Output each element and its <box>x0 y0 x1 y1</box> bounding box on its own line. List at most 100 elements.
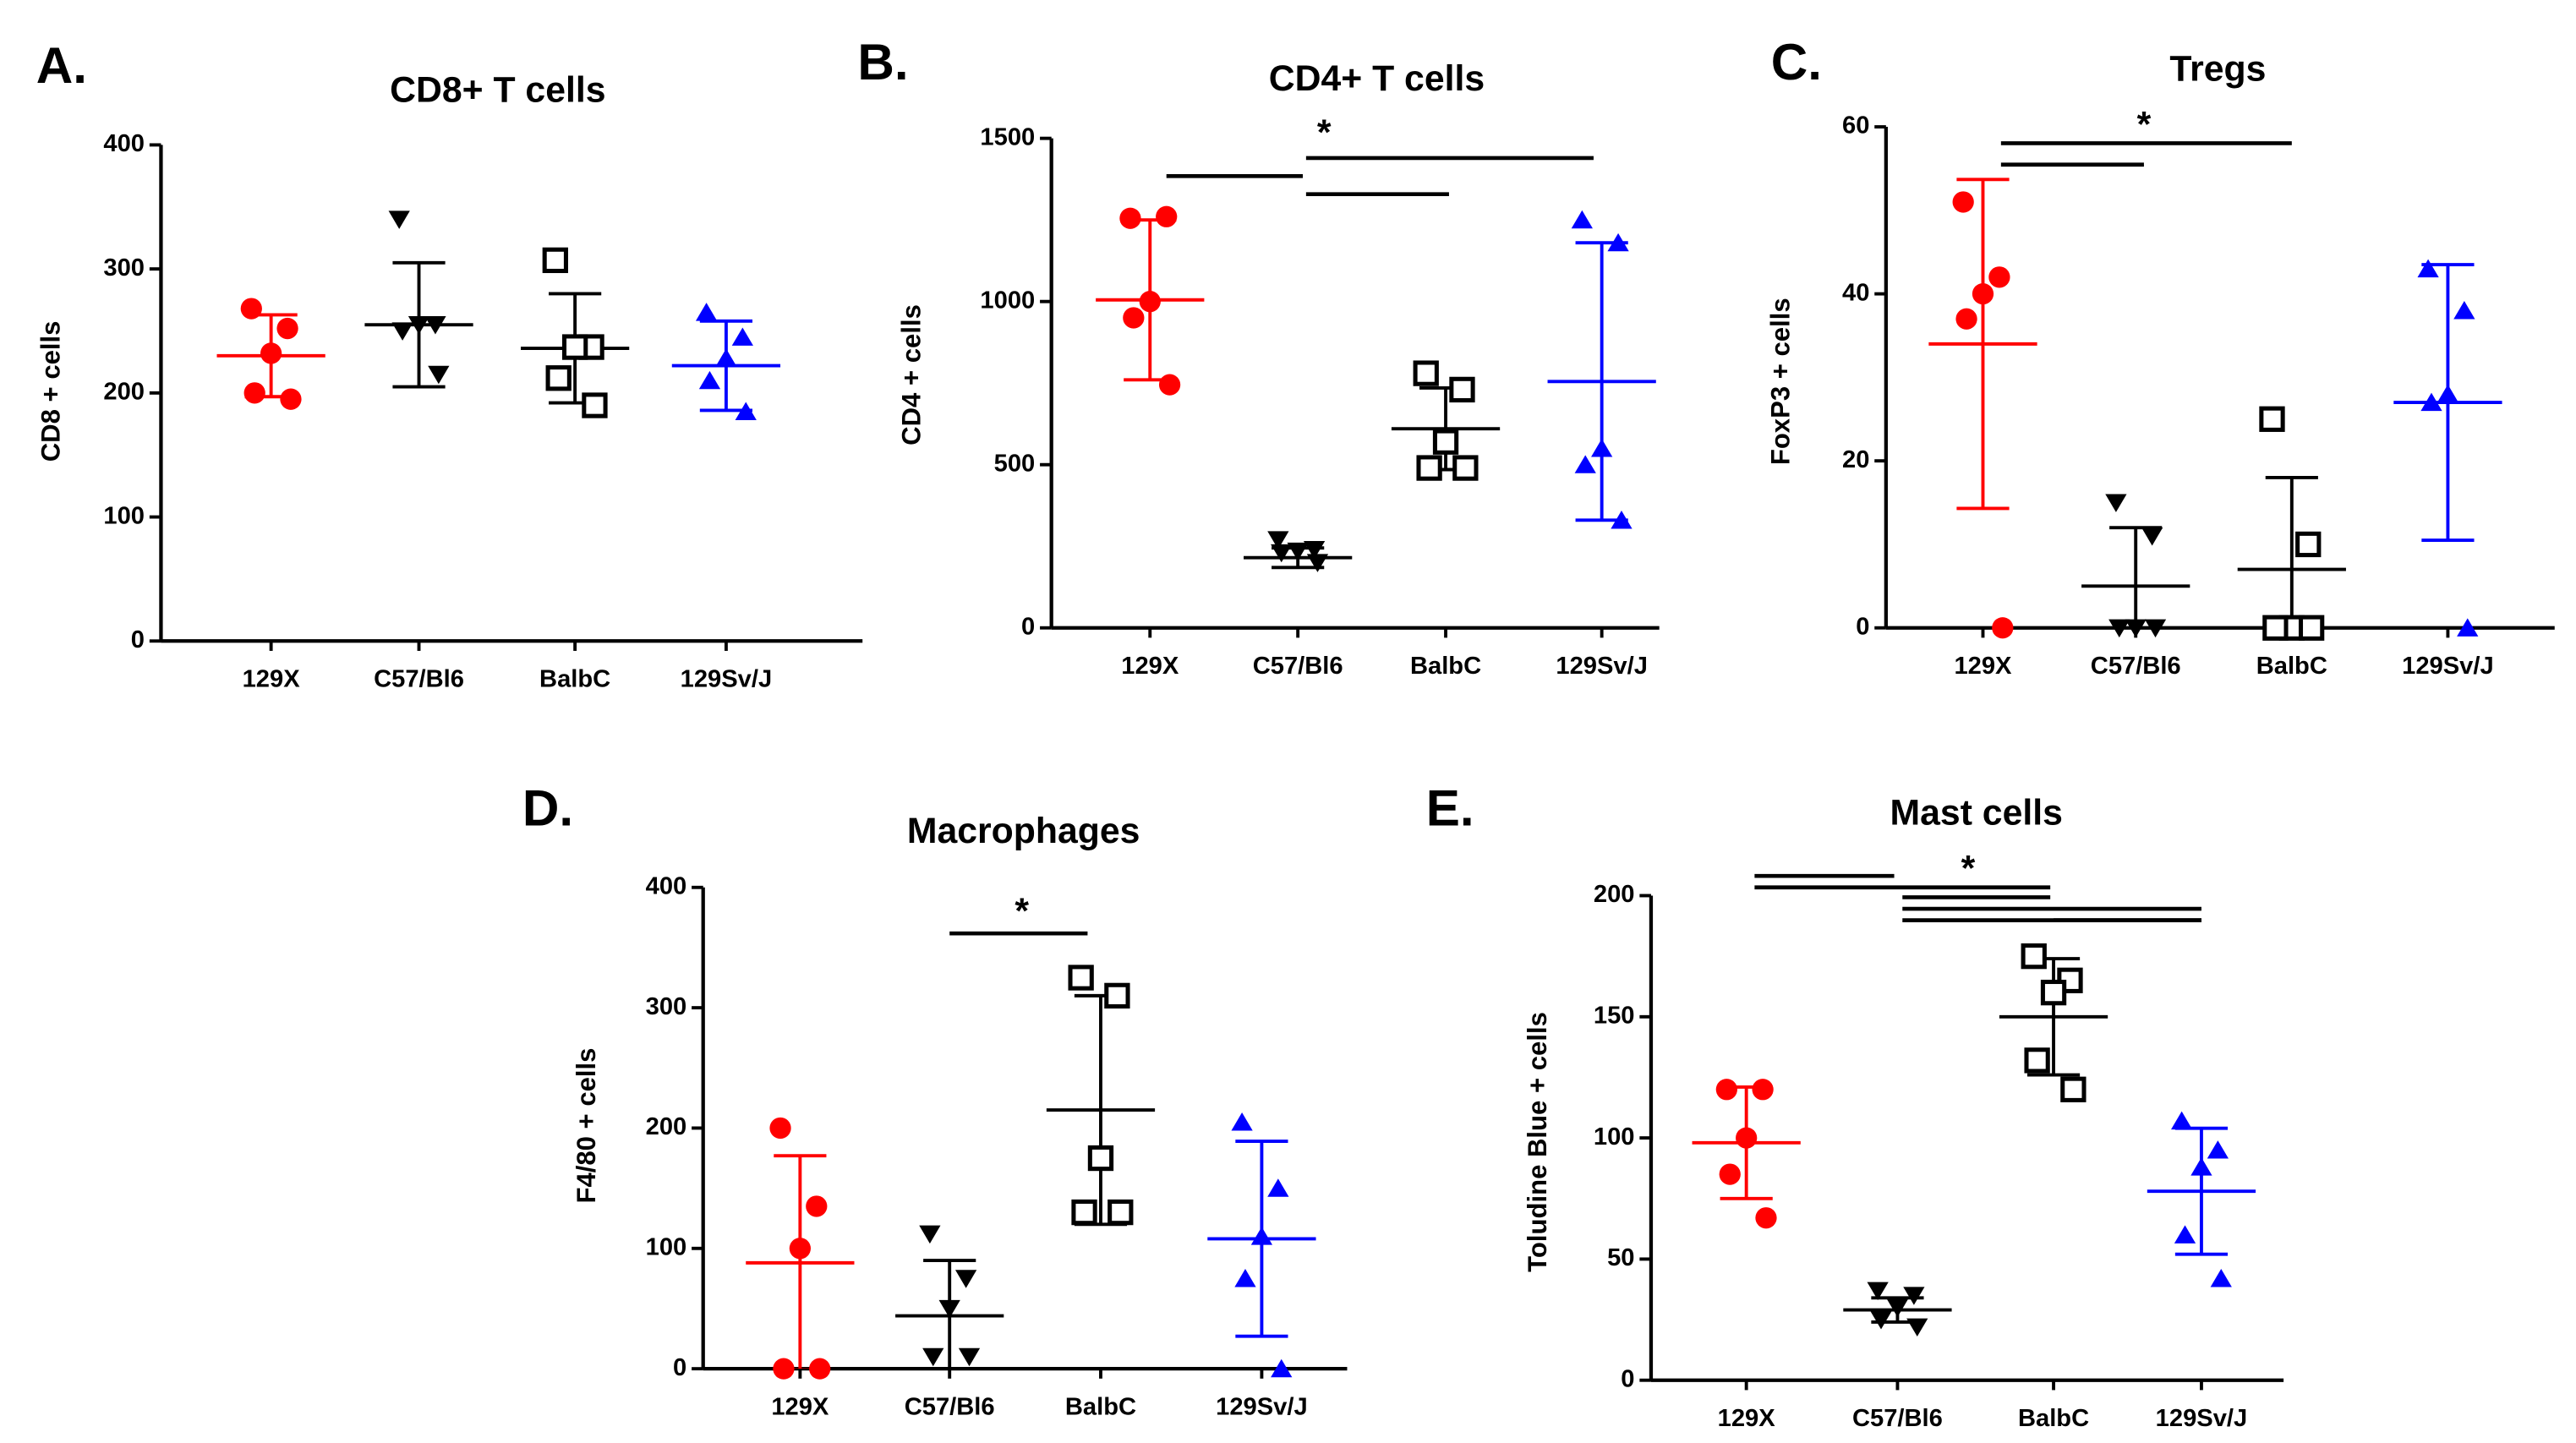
data-point <box>542 247 568 274</box>
data-point <box>2125 619 2147 638</box>
data-point <box>789 1238 811 1260</box>
y-tick-label: 100 <box>646 1233 687 1260</box>
data-point <box>2024 1047 2050 1074</box>
data-point <box>731 327 753 346</box>
data-point <box>582 392 608 418</box>
error-bar-group <box>2237 475 2346 628</box>
x-tick-label: C57/Bl6 <box>374 666 464 693</box>
data-point <box>1752 1079 1774 1101</box>
x-tick-label: 129X <box>1718 1405 1776 1432</box>
x-tick-label: BalbC <box>1410 653 1481 680</box>
y-tick-label: 200 <box>103 379 145 406</box>
chart-title: Tregs <box>2169 48 2266 89</box>
data-point <box>1139 291 1161 313</box>
x-tick-label: BalbC <box>539 666 610 693</box>
panel-label: E. <box>1426 779 1474 836</box>
data-point <box>240 298 262 320</box>
data-point <box>1719 1163 1741 1185</box>
data-point <box>2144 619 2167 638</box>
x-tick-label: BalbC <box>2256 653 2327 680</box>
panel: E. Mast cells Toludine Blue + cells 0 50 100 1… <box>1426 779 2284 1432</box>
data-point <box>276 317 298 340</box>
chart-title: Macrophages <box>907 811 1140 851</box>
data-point <box>2105 494 2127 512</box>
y-tick-label: 300 <box>103 254 145 281</box>
panel-label: A. <box>36 36 87 94</box>
data-point <box>545 365 572 391</box>
chart-title: CD4+ T cells <box>1269 58 1485 99</box>
data-point <box>1611 510 1633 529</box>
significance-star: * <box>2137 104 2152 145</box>
data-point <box>2207 1140 2229 1159</box>
panel: C. Tregs FoxP3 + cells 0 20 40 60 129X C57/Bl6 Ba… <box>1766 33 2555 680</box>
data-point <box>2417 259 2439 278</box>
data-point <box>809 1358 831 1380</box>
x-tick-label: 129X <box>1954 653 2012 680</box>
x-tick-label: 129X <box>771 1393 829 1420</box>
panel-label: B. <box>857 33 908 90</box>
data-point <box>1574 455 1596 473</box>
y-tick-label: 500 <box>994 450 1036 477</box>
data-point <box>695 303 718 321</box>
data-point <box>2298 615 2325 641</box>
data-point <box>1156 205 1178 227</box>
y-tick-label: 40 <box>1842 279 1869 306</box>
y-tick-label: 0 <box>131 626 145 653</box>
data-point <box>1571 210 1593 229</box>
data-point <box>2174 1225 2196 1243</box>
x-tick-label: C57/Bl6 <box>2091 653 2181 680</box>
x-tick-label: C57/Bl6 <box>1852 1405 1943 1432</box>
y-tick-label: 0 <box>673 1354 686 1381</box>
panel-label: C. <box>1771 33 1822 90</box>
error-bar-group <box>2147 1126 2256 1256</box>
data-point <box>1119 207 1141 229</box>
data-point <box>938 1299 960 1319</box>
data-point <box>958 1347 981 1367</box>
x-tick-label: 129Sv/J <box>1216 1393 1308 1420</box>
data-point <box>919 1225 941 1244</box>
data-point <box>2170 1111 2193 1130</box>
data-point <box>1271 1358 1293 1378</box>
data-point <box>1123 307 1145 329</box>
x-tick-label: 129X <box>1121 653 1179 680</box>
chart-title: Mast cells <box>1890 793 2063 834</box>
data-point <box>280 388 302 410</box>
y-tick-label: 0 <box>1621 1365 1634 1392</box>
error-bar-group <box>1046 993 1156 1227</box>
x-tick-label: C57/Bl6 <box>1253 653 1343 680</box>
data-point <box>260 342 282 364</box>
y-tick-label: 1000 <box>980 287 1035 314</box>
data-point <box>1449 376 1475 403</box>
data-point <box>1906 1318 1928 1337</box>
data-point <box>1755 1207 1777 1229</box>
data-point <box>1886 1298 1909 1318</box>
data-point <box>2108 619 2130 638</box>
data-point <box>954 1270 977 1288</box>
x-tick-label: BalbC <box>2018 1405 2089 1432</box>
y-tick-label: 60 <box>1842 112 1869 139</box>
data-point <box>391 322 413 341</box>
x-tick-label: C57/Bl6 <box>905 1393 995 1420</box>
data-point <box>1231 1112 1253 1131</box>
data-point <box>1271 544 1293 563</box>
data-point <box>2141 527 2163 546</box>
data-point <box>2040 979 2067 1006</box>
data-point <box>1715 1079 1737 1101</box>
data-point <box>1870 1310 1892 1330</box>
panel-label: D. <box>522 779 573 836</box>
y-axis-label: FoxP3 + cells <box>1766 298 1796 465</box>
data-point <box>1158 374 1181 396</box>
data-point <box>2457 618 2479 637</box>
data-point <box>1867 1282 1889 1301</box>
error-bar-group <box>1928 178 2037 511</box>
data-point <box>1071 1199 1097 1226</box>
data-point <box>1108 1199 1134 1226</box>
data-point <box>1955 308 1977 330</box>
data-point <box>1591 439 1613 457</box>
data-point <box>1432 429 1459 455</box>
data-point <box>407 316 430 335</box>
chart-title: CD8+ T cells <box>390 70 605 111</box>
data-point <box>1736 1127 1758 1149</box>
data-point <box>243 382 265 404</box>
